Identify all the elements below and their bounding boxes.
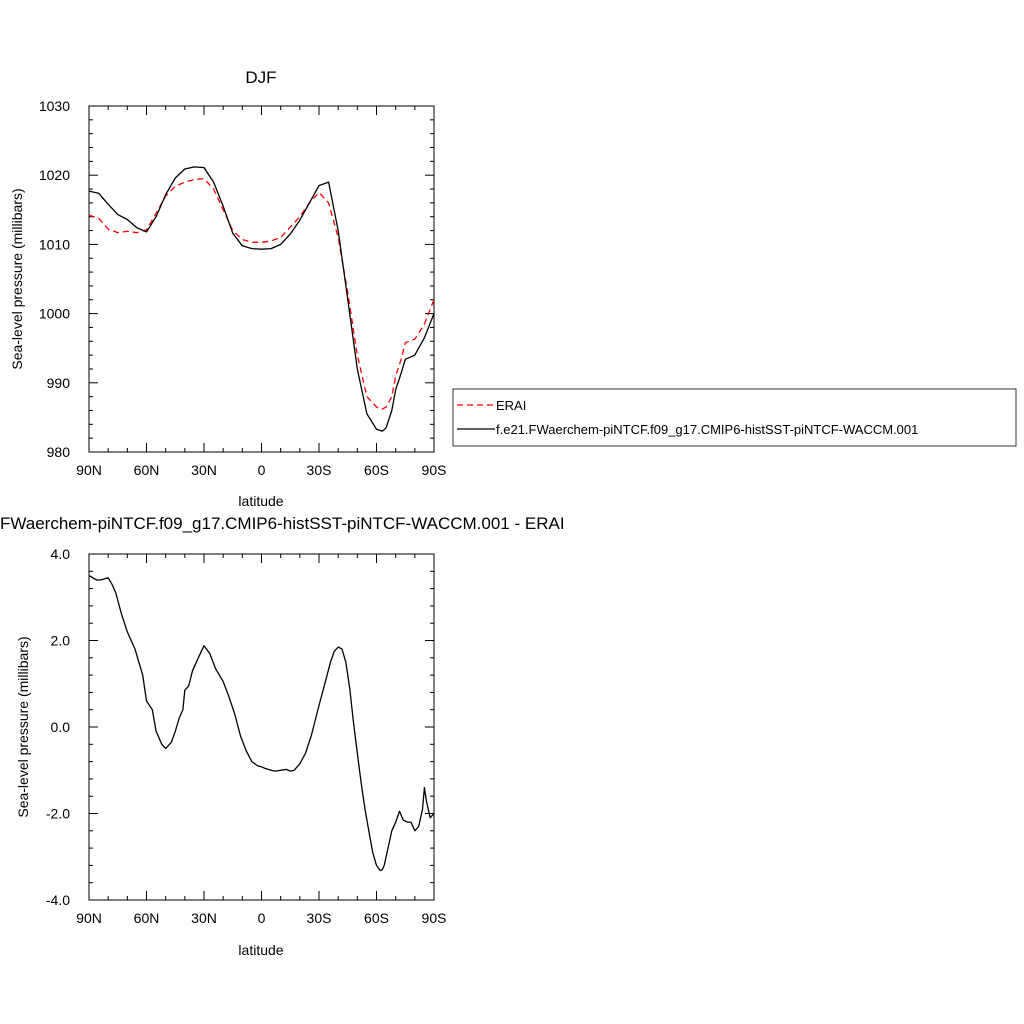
top-y-tick-label: 990 [47, 375, 71, 391]
bottom-y-tick-label: 0.0 [51, 719, 71, 735]
top-x-tick-label: 90N [76, 462, 102, 478]
legend-label-model: f.e21.FWaerchem-piNTCF.f09_g17.CMIP6-his… [496, 422, 918, 437]
bottom-title: f.e21.FWaerchem-piNTCF.f09_g17.CMIP6-his… [0, 514, 565, 533]
top-series-line-0 [88, 178, 435, 410]
bottom-panel: f.e21.FWaerchem-piNTCF.f09_g17.CMIP6-his… [0, 514, 565, 958]
top-y-tick-label: 1000 [39, 306, 70, 322]
top-series-line-1 [88, 166, 435, 432]
top-x-axis-label: latitude [238, 493, 283, 509]
top-y-tick-label: 1020 [39, 167, 70, 183]
top-title: DJF [245, 68, 276, 87]
legend: ERAI f.e21.FWaerchem-piNTCF.f09_g17.CMIP… [452, 388, 1017, 447]
bottom-y-tick-label: 4.0 [51, 546, 71, 562]
bottom-x-tick-label: 60N [134, 910, 160, 926]
bottom-x-tick-label: 0 [258, 910, 266, 926]
top-x-tick-label: 30S [307, 462, 332, 478]
bottom-x-tick-label: 90S [422, 910, 447, 926]
bottom-y-tick-label: -4.0 [46, 892, 70, 908]
legend-label-erai: ERAI [496, 398, 526, 413]
top-y-tick-label: 1030 [39, 98, 70, 114]
bottom-x-tick-label: 60S [364, 910, 389, 926]
bottom-plot-frame [88, 553, 435, 901]
top-series-lines [88, 166, 435, 432]
legend-box [452, 388, 1017, 447]
bottom-y-tick-label: -2.0 [46, 806, 70, 822]
top-x-tick-label: 90S [422, 462, 447, 478]
bottom-axis-ticks: 90N 60N 30N 0 30S 60S 90S -4.0 -2.0 0.0 2.0 4.0 [46, 546, 447, 926]
top-x-tick-label: 60S [364, 462, 389, 478]
bottom-x-tick-label: 30N [191, 910, 217, 926]
top-axis-ticks: 90N 60N 30N 0 30S 60S 90S 980 990 1000 1010 1020 103… [39, 98, 447, 478]
top-x-tick-label: 0 [258, 462, 266, 478]
bottom-series-lines [88, 575, 435, 872]
bottom-x-tick-label: 90N [76, 910, 102, 926]
top-y-tick-label: 980 [47, 444, 71, 460]
top-panel: DJF 90N 60N 30N 0 30S 60S 90S 980 990 1000 1010 102… [9, 68, 446, 509]
top-y-axis-label: Sea-level pressure (millibars) [9, 188, 25, 369]
top-x-tick-label: 30N [191, 462, 217, 478]
top-x-tick-label: 60N [134, 462, 160, 478]
bottom-x-axis-label: latitude [238, 942, 283, 958]
bottom-y-tick-label: 2.0 [51, 633, 71, 649]
top-plot-frame [88, 105, 435, 453]
bottom-y-axis-label: Sea-level pressure (millibars) [15, 636, 31, 817]
top-y-tick-label: 1010 [39, 236, 70, 252]
bottom-x-tick-label: 30S [307, 910, 332, 926]
bottom-series-line-0 [88, 575, 435, 872]
